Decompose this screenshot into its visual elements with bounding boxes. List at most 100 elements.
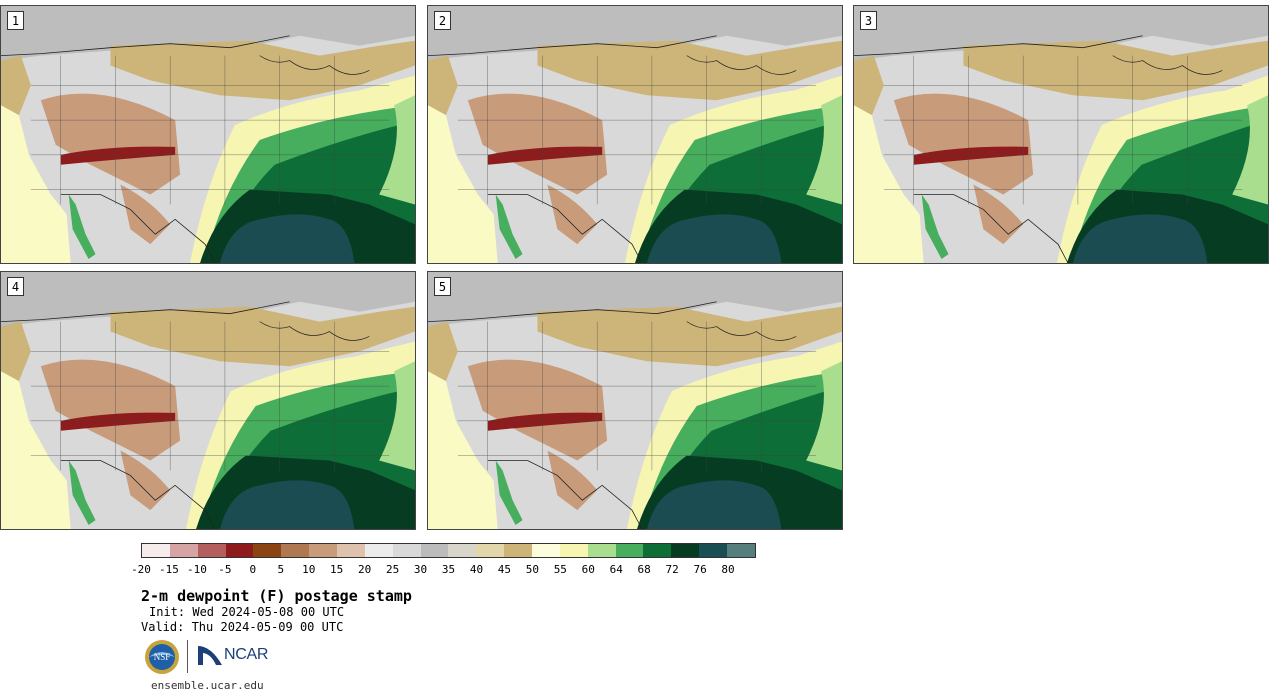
baja-moisture xyxy=(68,194,96,260)
atlantic-ocean xyxy=(806,95,842,205)
baja-moisture xyxy=(921,194,949,260)
site-url: ensemble.ucar.edu xyxy=(151,679,264,692)
mexico-border xyxy=(487,460,643,529)
colorbar-tick-label: 45 xyxy=(497,563,512,576)
mexico-desert xyxy=(547,450,598,511)
colorbar-swatch xyxy=(197,544,226,557)
mexico-desert xyxy=(120,184,171,245)
colorbar-swatch xyxy=(699,544,728,557)
pacific-ocean xyxy=(428,65,498,263)
colorbar-tick-label: 0 xyxy=(249,563,257,576)
transition-band xyxy=(627,341,842,529)
canada-region xyxy=(854,6,1268,61)
mexico-desert xyxy=(973,184,1024,245)
init-time: Init: Wed 2024-05-08 00 UTC xyxy=(149,605,345,619)
dewpoint-map xyxy=(1,6,415,263)
colorbar-swatch xyxy=(504,544,533,557)
mexico-border xyxy=(60,460,216,529)
postage-stamp-map-1: 1 xyxy=(0,5,416,264)
desert-region xyxy=(893,93,1034,195)
baja-moisture xyxy=(68,460,96,526)
colorbar-tick-label: -5 xyxy=(218,563,232,576)
member-number-label: 1 xyxy=(7,11,24,30)
valid-time: Valid: Thu 2024-05-09 00 UTC xyxy=(141,620,344,634)
atlantic-ocean xyxy=(1232,95,1268,205)
figure-title: 2-m dewpoint (F) postage stamp xyxy=(141,587,412,605)
member-number-label: 2 xyxy=(434,11,451,30)
colorbar-tick-label: 20 xyxy=(358,563,372,576)
colorbar-swatch xyxy=(420,544,449,557)
colorbar-swatch xyxy=(615,544,644,557)
colorbar-swatch xyxy=(364,544,393,557)
west-coast-band xyxy=(428,55,458,116)
colorbar-swatch xyxy=(169,544,198,557)
colorbar-swatch xyxy=(281,544,310,557)
postage-stamp-map-3: 3 xyxy=(853,5,1269,264)
canada-border xyxy=(1,35,290,57)
transition-band xyxy=(186,341,415,529)
atlantic-ocean xyxy=(806,361,842,471)
atlantic-ocean xyxy=(379,95,415,205)
postage-stamp-map-2: 2 xyxy=(427,5,843,264)
colorbar-tick-label: 5 xyxy=(277,563,285,576)
colorbar-swatch xyxy=(142,544,170,557)
colorbar xyxy=(141,543,756,558)
baja-moisture xyxy=(495,460,523,526)
great-lakes-outline xyxy=(686,321,797,341)
ncar-logo-text: NCAR xyxy=(224,646,269,663)
colorbar-tick-label: 55 xyxy=(553,563,567,576)
baja-moisture xyxy=(495,194,523,260)
gulf-of-mexico xyxy=(219,214,355,263)
member-number-label: 4 xyxy=(7,277,24,296)
dry-core xyxy=(487,146,603,165)
colorbar-swatch xyxy=(532,544,560,557)
desert-region xyxy=(467,93,608,195)
colorbar-tick-label: 15 xyxy=(330,563,344,576)
colorbar-swatch xyxy=(337,544,365,557)
colorbar-swatch xyxy=(587,544,616,557)
gulf-of-mexico xyxy=(219,480,355,529)
pacific-ocean xyxy=(854,65,924,263)
great-lakes-outline xyxy=(686,55,797,75)
colorbar-swatch xyxy=(309,544,338,557)
colorbar-tick-labels: -20 -15 -10 -5 0 5 10 15 20 25 30 35 40 45 50 55 60 64 68 7… xyxy=(131,563,756,577)
postage-stamp-map-4: 4 xyxy=(0,271,416,530)
colorbar-tick-label: 72 xyxy=(665,563,679,576)
mexico-desert xyxy=(547,184,598,245)
colorbar-tick-label: 10 xyxy=(302,563,316,576)
colorbar-tick-label: 40 xyxy=(469,563,484,576)
canada-region xyxy=(428,6,842,61)
colorbar-swatch xyxy=(727,544,755,557)
ncar-mark-icon xyxy=(198,646,222,665)
transition-band xyxy=(1057,75,1268,263)
member-number-label: 3 xyxy=(860,11,877,30)
desert-region xyxy=(40,93,181,195)
colorbar-tick-label: 35 xyxy=(441,563,456,576)
great-lakes-outline xyxy=(259,55,370,75)
dry-core xyxy=(913,146,1029,165)
canada-region xyxy=(1,272,415,327)
colorbar-tick-label: 68 xyxy=(637,563,651,576)
nsf-logo-icon: NSF xyxy=(144,639,180,675)
mexico-border xyxy=(913,194,1069,263)
dry-core xyxy=(487,412,603,431)
colorbar-swatch xyxy=(448,544,477,557)
colorbar-tick-label: 60 xyxy=(581,563,595,576)
pacific-ocean xyxy=(1,65,71,263)
colorbar-tick-label: 50 xyxy=(525,563,539,576)
colorbar-swatch xyxy=(559,544,588,557)
colorbar-swatch xyxy=(643,544,672,557)
gulf-of-mexico xyxy=(646,214,782,263)
svg-text:NSF: NSF xyxy=(154,652,171,662)
colorbar-swatch xyxy=(253,544,282,557)
west-coast-band xyxy=(1,55,31,116)
mexico-border xyxy=(487,194,643,263)
desert-region xyxy=(40,359,181,461)
colorbar-swatch xyxy=(392,544,421,557)
canada-region xyxy=(428,272,842,327)
canada-region xyxy=(1,6,415,61)
member-number-label: 5 xyxy=(434,277,451,296)
colorbar-tick-label: 80 xyxy=(721,563,735,576)
pacific-ocean xyxy=(428,331,498,529)
transition-band xyxy=(190,75,415,263)
